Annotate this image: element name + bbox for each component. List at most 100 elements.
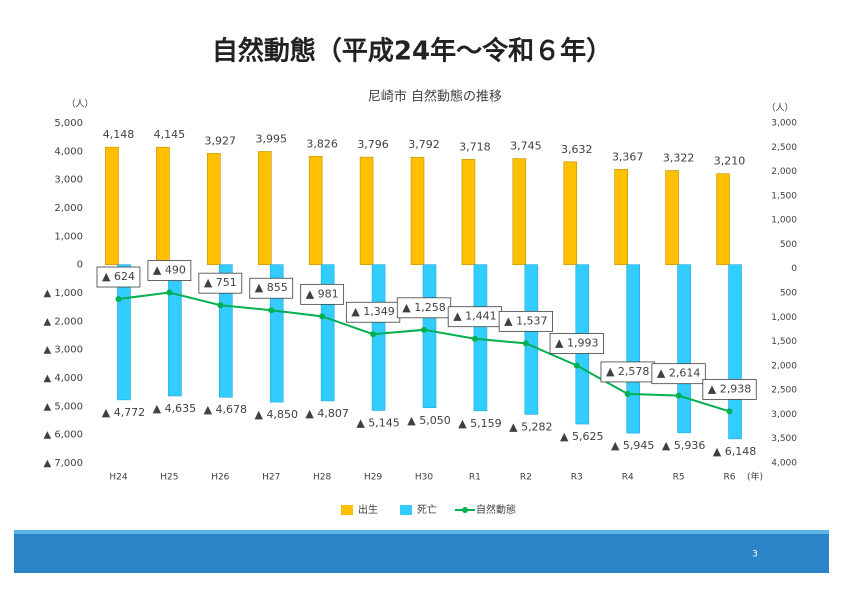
data-label: 3,745 <box>510 140 542 153</box>
data-label: ▲ 1,258 <box>402 301 445 314</box>
label-box <box>651 363 706 385</box>
data-label: ▲ 1,537 <box>504 314 547 327</box>
bar <box>269 264 284 403</box>
data-label: 3,792 <box>408 138 440 151</box>
y2-tick-label: 3,500 <box>771 434 797 444</box>
y-tick-label: 5,000 <box>54 118 83 129</box>
y-tick-label: ▲ 6,000 <box>44 430 84 441</box>
y-tick-label: ▲ 1,000 <box>44 288 84 299</box>
bar <box>257 151 272 265</box>
y2-tick-label: 1,000 <box>771 216 797 226</box>
footer-stripe <box>14 530 829 534</box>
data-label: ▲ 4,635 <box>153 402 196 415</box>
y2-tick-label: 2,500 <box>771 143 797 153</box>
bar <box>563 161 578 265</box>
y2-tick-label: 1,500 <box>771 191 797 201</box>
data-label: ▲ 4,807 <box>305 407 348 420</box>
y-tick-label: ▲ 2,000 <box>44 316 84 327</box>
bar <box>614 168 628 265</box>
data-label: ▲ 2,614 <box>657 367 700 380</box>
label-box <box>300 283 345 305</box>
data-label: ▲ 4,772 <box>102 406 145 419</box>
label-box <box>498 310 553 332</box>
line-marker <box>115 296 122 303</box>
data-label: 3,927 <box>205 134 237 147</box>
y-tick-label: 1,000 <box>54 231 83 242</box>
data-label: ▲ 5,050 <box>407 414 450 427</box>
x-tick-label: H27 <box>262 473 280 483</box>
bar <box>461 159 476 265</box>
y2-tick-label: 3,000 <box>771 410 797 420</box>
bar <box>422 264 437 409</box>
label-box <box>147 260 192 281</box>
data-label: ▲ 2,938 <box>708 382 751 395</box>
bar <box>677 264 691 434</box>
data-label: 3,995 <box>255 132 287 145</box>
data-label: ▲ 4,678 <box>204 403 247 416</box>
x-tick-label: R5 <box>673 473 685 483</box>
data-label: ▲ 5,282 <box>509 420 552 433</box>
y-tick-label: ▲ 3,000 <box>44 345 84 356</box>
bar <box>524 264 539 415</box>
bar <box>168 264 182 397</box>
y2-tick-label: 500 <box>780 240 797 250</box>
bar <box>665 170 679 265</box>
y-tick-label: ▲ 5,000 <box>44 401 84 412</box>
data-label: ▲ 981 <box>306 287 339 300</box>
data-label: 3,210 <box>714 155 746 168</box>
data-label: 3,718 <box>459 140 491 153</box>
y2-tick-label: 2,000 <box>771 167 797 177</box>
legend-label: 死亡 <box>417 503 437 516</box>
label-box <box>702 379 757 400</box>
bar <box>156 146 170 265</box>
x-tick-label: R3 <box>571 473 583 483</box>
x-tick-label: H30 <box>415 473 433 483</box>
y-tick-label: 0 <box>77 260 83 271</box>
chart-title: 尼崎市 自然動態の推移 <box>368 89 502 105</box>
line-marker <box>268 307 275 314</box>
y-unit: （人） <box>66 99 93 110</box>
line-marker <box>726 408 733 415</box>
y2-tick-label: 2,500 <box>771 386 797 396</box>
legend-label: 自然動態 <box>476 503 516 516</box>
x-unit: (年) <box>747 471 763 483</box>
data-label: 3,322 <box>663 152 695 165</box>
line-marker <box>370 331 377 338</box>
data-label: ▲ 751 <box>204 276 237 289</box>
bar <box>716 173 730 265</box>
y2-tick-label: 4,000 <box>771 459 797 469</box>
data-label: ▲ 6,148 <box>713 445 756 458</box>
x-tick-label: H28 <box>313 473 331 483</box>
x-tick-label: R4 <box>622 473 634 483</box>
y2-tick-label: 500 <box>780 289 797 299</box>
y2-unit: （人） <box>766 103 793 114</box>
footer-band <box>14 530 829 573</box>
label-box <box>549 333 604 354</box>
bar <box>410 156 425 265</box>
data-label: ▲ 1,993 <box>555 337 598 350</box>
line-marker <box>217 302 224 309</box>
x-tick-label: R2 <box>520 473 532 483</box>
x-tick-label: R1 <box>469 473 481 483</box>
line-marker <box>421 326 427 333</box>
data-label: 3,632 <box>561 143 593 156</box>
y-tick-label: ▲ 7,000 <box>44 458 84 469</box>
page-title: 自然動態（平成24年～令和６年） <box>212 36 612 67</box>
data-label: ▲ 2,578 <box>606 365 649 378</box>
y2-tick-label: 2,000 <box>771 361 797 371</box>
bar <box>371 264 386 411</box>
legend-swatch <box>462 507 468 513</box>
data-label: ▲ 5,936 <box>662 439 705 452</box>
data-label: ▲ 5,159 <box>458 417 501 430</box>
line-marker <box>675 392 682 399</box>
bar <box>207 153 221 265</box>
line-marker <box>522 340 529 347</box>
y2-tick-label: 1,500 <box>771 337 797 347</box>
data-label: 4,145 <box>154 128 186 141</box>
x-tick-label: H26 <box>211 473 229 483</box>
data-label: ▲ 490 <box>153 264 186 277</box>
legend-label: 出生 <box>358 503 378 516</box>
label-box <box>249 277 294 299</box>
data-label: ▲ 5,145 <box>356 416 399 429</box>
